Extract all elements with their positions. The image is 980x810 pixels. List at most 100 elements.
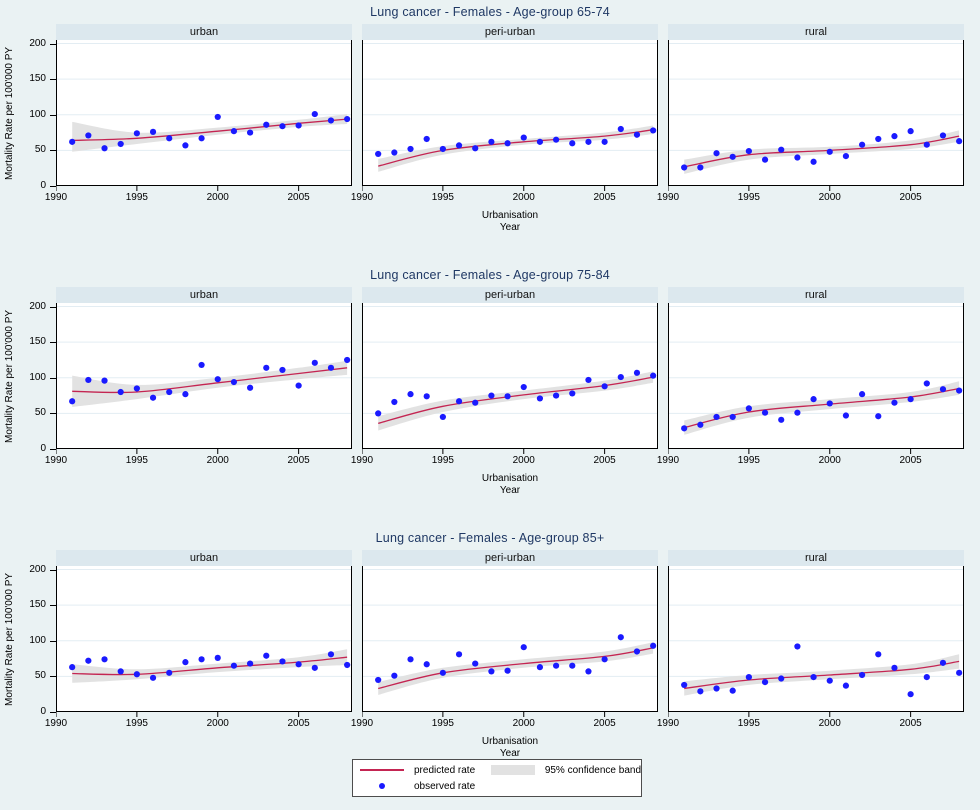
facet-header: rural xyxy=(668,550,964,566)
band-symbol xyxy=(490,765,536,775)
legend-row: predicted rate 95% confidence band xyxy=(353,763,641,778)
legend-entry-predicted: predicted rate xyxy=(353,765,490,776)
x-tick-labels: 1990 1995 2000 2005 xyxy=(351,718,658,731)
observed-point xyxy=(214,376,221,383)
observed-point xyxy=(472,399,479,406)
observed-point xyxy=(423,661,430,668)
observed-point xyxy=(794,409,801,416)
predicted-line-symbol xyxy=(359,769,405,771)
observed-point xyxy=(729,413,736,421)
confidence-band xyxy=(684,130,960,174)
observed-point xyxy=(455,651,463,658)
x-tick-label: 1990 xyxy=(44,455,68,466)
observed-point xyxy=(617,634,624,641)
observed-point xyxy=(198,135,205,142)
observed-point xyxy=(569,390,576,397)
observed-point xyxy=(585,138,592,145)
observed-point xyxy=(375,410,382,417)
observed-point xyxy=(407,391,414,398)
facet-header: urban xyxy=(56,287,352,303)
x-tick-labels: 1990 1995 2000 2005 xyxy=(351,192,658,205)
observed-point xyxy=(697,421,704,428)
observed-point xyxy=(85,657,92,664)
y-tick-label: 200 xyxy=(29,300,46,312)
observed-point xyxy=(439,669,446,676)
confidence-band-swatch-icon xyxy=(490,765,535,775)
facet-panel-peri-urban: peri-urban 1990 1995 2000 2005 xyxy=(351,287,658,468)
observed-dot-icon xyxy=(379,783,385,789)
observed-point xyxy=(391,672,398,679)
predicted-line xyxy=(72,656,348,676)
x-tick-label: 1995 xyxy=(431,455,454,466)
x-tick-label: 1990 xyxy=(656,455,680,466)
facet-panel-peri-urban: peri-urban 1990 1995 2000 2005 xyxy=(351,24,658,205)
observed-point xyxy=(182,391,189,398)
observed-point xyxy=(569,662,576,669)
y-tick-mark xyxy=(50,186,56,187)
y-tick-mark xyxy=(50,676,56,678)
observed-point xyxy=(875,413,882,420)
observed-point xyxy=(423,393,430,400)
observed-point xyxy=(939,386,947,393)
observed-point xyxy=(391,398,398,406)
observed-point xyxy=(826,148,833,155)
y-tick-label: 200 xyxy=(29,37,46,49)
observed-point xyxy=(246,660,254,667)
plot-area xyxy=(56,303,352,454)
x-tick-label: 2005 xyxy=(287,455,310,466)
observed-point xyxy=(552,662,560,669)
observed-point xyxy=(729,153,736,160)
observed-point xyxy=(650,642,657,649)
observed-point xyxy=(569,140,576,147)
x-tick-label: 1995 xyxy=(737,455,760,466)
observed-point xyxy=(810,674,817,681)
observed-point xyxy=(858,141,866,148)
observed-point xyxy=(439,413,446,421)
observed-point xyxy=(263,652,270,659)
plot-background xyxy=(56,40,352,186)
confidence-band xyxy=(378,371,654,431)
observed-point xyxy=(375,676,382,684)
observed-point xyxy=(794,154,801,161)
legend-band-label: 95% confidence band xyxy=(544,764,641,776)
observed-point xyxy=(939,132,947,139)
x-axis-title: Urbanisation Year xyxy=(362,473,658,497)
observed-point xyxy=(166,669,173,676)
x-tick-label: 1995 xyxy=(737,718,760,729)
observed-point xyxy=(311,110,318,118)
observed-point xyxy=(761,678,769,686)
facet-panel-urban: urban 1990 1995 2000 2005 xyxy=(45,24,352,205)
observed-point xyxy=(745,674,752,681)
plot-area xyxy=(56,566,352,717)
plot-area xyxy=(668,566,964,717)
chart-title: Lung cancer - Females - Age-group 85+ xyxy=(375,531,605,545)
observed-point xyxy=(230,378,238,386)
observed-point xyxy=(117,140,124,148)
observed-point xyxy=(488,392,495,399)
observed-point xyxy=(246,129,254,136)
observed-point xyxy=(907,396,914,403)
observed-point xyxy=(552,136,560,143)
x-axis-title-line1: Urbanisation xyxy=(481,210,539,221)
plot-background xyxy=(362,566,658,712)
y-tick-label: 100 xyxy=(29,371,46,383)
facet-panel-rural: rural 1990 1995 2000 2005 xyxy=(657,287,964,468)
observed-point xyxy=(149,128,157,135)
observed-point xyxy=(713,685,720,692)
observed-point xyxy=(101,656,108,663)
y-tick-mark xyxy=(50,150,56,152)
predicted-line xyxy=(684,660,960,690)
facet-header: peri-urban xyxy=(362,24,658,40)
observed-point xyxy=(279,366,286,374)
y-tick-mark xyxy=(50,377,56,379)
y-tick-label: 150 xyxy=(29,336,46,348)
x-tick-label: 2000 xyxy=(818,192,841,203)
confidence-band xyxy=(684,381,960,435)
predicted-line xyxy=(378,647,654,690)
legend-entry-observed: observed rate xyxy=(353,781,505,792)
x-tick-label: 2000 xyxy=(818,718,841,729)
predicted-line xyxy=(72,118,348,142)
observed-point xyxy=(133,385,140,392)
observed-point xyxy=(842,152,850,160)
observed-point xyxy=(552,392,560,399)
